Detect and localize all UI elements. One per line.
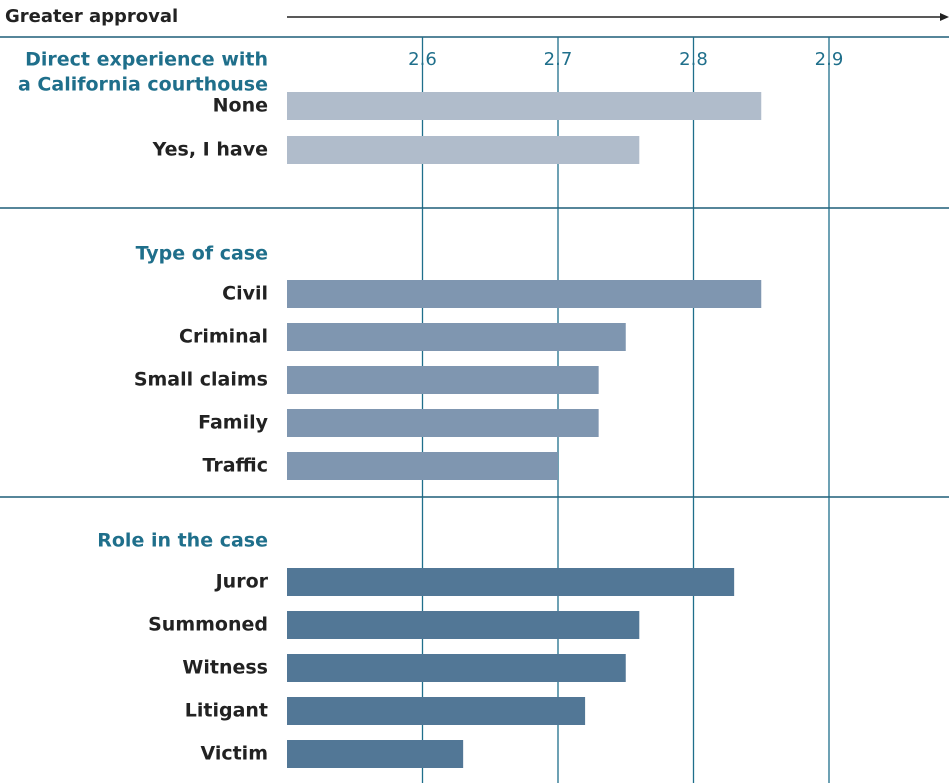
annotation: Greater approval: [5, 6, 178, 27]
panel-title: Role in the case: [97, 530, 268, 552]
bar: [287, 280, 762, 308]
panel-title: a California courthouse: [18, 74, 268, 96]
bar: [287, 409, 599, 437]
category-label: Small claims: [134, 369, 268, 391]
category-label: Criminal: [179, 326, 268, 348]
bar: [287, 452, 558, 480]
category-label: Yes, I have: [152, 139, 268, 161]
category-label: Juror: [214, 571, 269, 593]
category-label: Traffic: [202, 455, 268, 477]
bar: [287, 366, 599, 394]
category-label: Litigant: [185, 700, 268, 722]
bar: [287, 740, 464, 768]
bar: [287, 697, 586, 725]
bar: [287, 92, 762, 120]
panel-title: Direct experience with: [25, 49, 268, 71]
category-label: Victim: [200, 743, 268, 765]
bar: [287, 611, 640, 639]
bar: [287, 136, 640, 164]
bar: [287, 323, 626, 351]
category-label: Civil: [222, 283, 268, 305]
category-label: None: [213, 95, 268, 117]
bar: [287, 568, 735, 596]
bar: [287, 654, 626, 682]
category-label: Summoned: [148, 614, 268, 636]
panel-title: Type of case: [136, 243, 268, 265]
category-label: Family: [198, 412, 269, 434]
arrow-head: [940, 13, 949, 21]
category-label: Witness: [182, 657, 268, 679]
